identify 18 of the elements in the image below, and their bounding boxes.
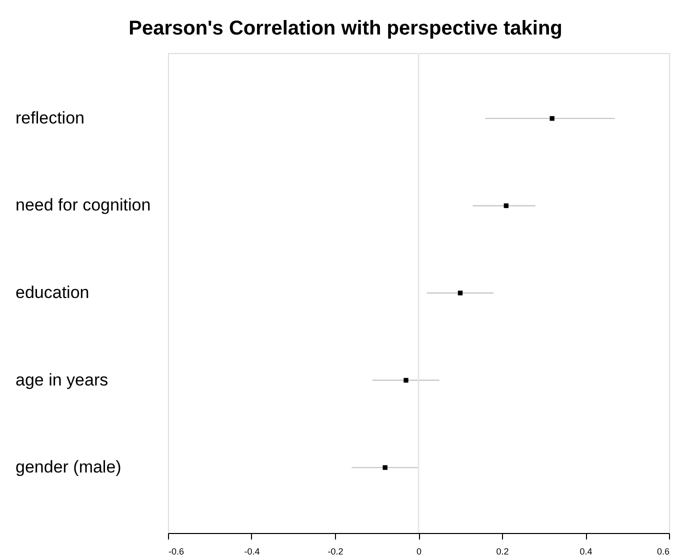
y-tick-label: age in years — [16, 370, 108, 390]
point — [382, 465, 388, 470]
x-tick-label: -0.6 — [168, 546, 184, 556]
x-tick-label: 0.2 — [496, 546, 509, 556]
y-tick-label: reflection — [16, 108, 84, 128]
x-tick-label: -0.4 — [244, 546, 260, 556]
chart-title: Pearson's Correlation with perspective taking — [128, 17, 562, 40]
y-tick-label: need for cognition — [16, 196, 151, 215]
x-tick-label: 0.4 — [580, 546, 592, 556]
x-tick-label: 0 — [416, 546, 422, 556]
point — [550, 116, 554, 121]
x-tick-label: 0.6 — [656, 546, 670, 556]
y-tick-label: gender (male) — [16, 458, 122, 477]
x-tick-label: -0.2 — [328, 546, 344, 556]
point — [458, 290, 463, 296]
point — [404, 378, 408, 383]
y-tick-label: education — [16, 283, 90, 302]
point — [504, 203, 509, 208]
